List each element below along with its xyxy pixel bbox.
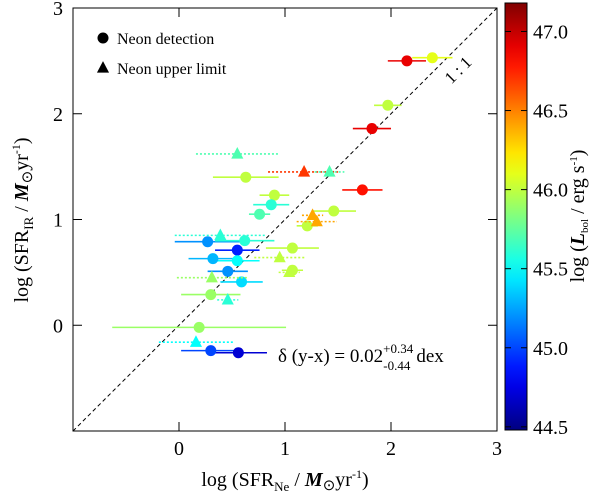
- circle-marker: [231, 244, 243, 256]
- x-tick-label: 3: [492, 438, 502, 460]
- triangle-marker: [189, 335, 203, 347]
- colorbar-tick-label: 45.0: [533, 338, 568, 360]
- y-label-part: -1: [9, 144, 23, 154]
- y-label-part: M: [11, 182, 33, 202]
- colorbar-tick-label: 46.0: [533, 180, 568, 202]
- annotation-part: +0.34: [383, 341, 414, 356]
- x-tick-label: 1: [280, 438, 290, 460]
- circle-marker: [236, 276, 248, 288]
- circle-marker: [382, 99, 394, 111]
- x-axis-label: log (SFRNe / M⊙yr-1): [201, 467, 368, 494]
- triangle-marker: [96, 61, 110, 73]
- y-tick-label: 3: [53, 0, 63, 20]
- triangle-marker: [310, 214, 323, 227]
- colorbar-label: log (Lbol / erg s-1): [567, 150, 591, 283]
- triangle-marker: [273, 250, 286, 263]
- circle-marker: [231, 255, 243, 267]
- y-axis-label: log (SFRIR / M⊙yr-1): [9, 137, 36, 302]
- legend-label: Neon detection: [117, 31, 214, 48]
- x-tick-label: 2: [386, 438, 396, 460]
- x-label-part: /: [289, 469, 305, 491]
- circle-marker: [356, 184, 368, 196]
- circle-marker: [268, 189, 280, 201]
- colorbar-tick-label: 44.5: [533, 417, 568, 439]
- circle-marker: [401, 55, 413, 67]
- c-label-part: L: [567, 233, 589, 246]
- y-label-part: IR: [21, 216, 36, 229]
- c-label-part: / erg s: [567, 165, 589, 219]
- circle-marker: [239, 235, 251, 247]
- circle-marker: [240, 171, 252, 183]
- y-tick-label: 0: [53, 315, 63, 337]
- y-label-part: /: [11, 201, 33, 217]
- x-label-part: ): [362, 469, 369, 491]
- c-label-part: ): [567, 150, 589, 157]
- one-to-one-line: [72, 7, 498, 432]
- x-label-part: M: [304, 469, 324, 491]
- triangle-marker: [231, 147, 244, 159]
- circle-marker: [207, 253, 219, 265]
- y-tick-label: 2: [53, 104, 63, 126]
- triangle-marker: [283, 265, 296, 278]
- triangle-marker: [214, 228, 227, 241]
- circle-marker: [205, 289, 217, 301]
- circle-marker: [205, 345, 217, 357]
- circle-marker: [97, 32, 109, 44]
- y-label-part: yr: [11, 154, 33, 171]
- circle-marker: [232, 347, 244, 359]
- circle-marker: [254, 208, 266, 220]
- y-label-part: log (SFR: [11, 229, 33, 302]
- triangle-marker: [205, 270, 218, 283]
- circle-marker: [366, 123, 378, 135]
- colorbar-tick-label: 46.5: [533, 101, 568, 123]
- triangle-marker: [221, 292, 234, 305]
- plot-frame: [72, 7, 498, 432]
- x-label-part: -1: [352, 467, 362, 481]
- x-tick-label: 0: [174, 438, 184, 460]
- triangle-marker: [323, 165, 336, 177]
- x-label-part: yr: [335, 469, 352, 491]
- y-label-part: ⊙: [20, 171, 36, 184]
- scatter-annotation: δ (y-x) = 0.02+0.34 -0.44 dex: [278, 341, 444, 373]
- triangle-marker: [298, 165, 311, 177]
- x-label-part: ⊙: [323, 478, 336, 494]
- c-label-part: bol: [579, 219, 591, 233]
- circle-marker: [328, 205, 340, 217]
- circle-marker: [222, 265, 234, 277]
- colorbar: [504, 2, 528, 431]
- circle-marker: [193, 321, 205, 333]
- c-label-part: -1: [568, 156, 580, 165]
- circle-marker: [426, 52, 438, 64]
- x-label-part: log (SFR: [201, 469, 274, 491]
- colorbar-tick-label: 47.0: [533, 21, 568, 43]
- annotation-part: δ (y-x) = 0.02: [278, 346, 383, 367]
- annotation-part: -0.44: [383, 358, 411, 373]
- c-label-part: log (: [567, 245, 589, 283]
- y-label-part: ): [11, 137, 33, 144]
- circle-marker: [301, 220, 313, 232]
- y-tick-label: 1: [53, 210, 63, 232]
- triangle-marker: [306, 208, 319, 220]
- circle-marker: [265, 199, 277, 211]
- colorbar-tick-label: 45.5: [533, 259, 568, 281]
- legend-label: Neon upper limit: [117, 61, 227, 78]
- annotation-part: dex: [416, 346, 444, 367]
- circle-marker: [286, 242, 298, 254]
- circle-marker: [202, 236, 214, 248]
- x-label-part: Ne: [274, 479, 289, 494]
